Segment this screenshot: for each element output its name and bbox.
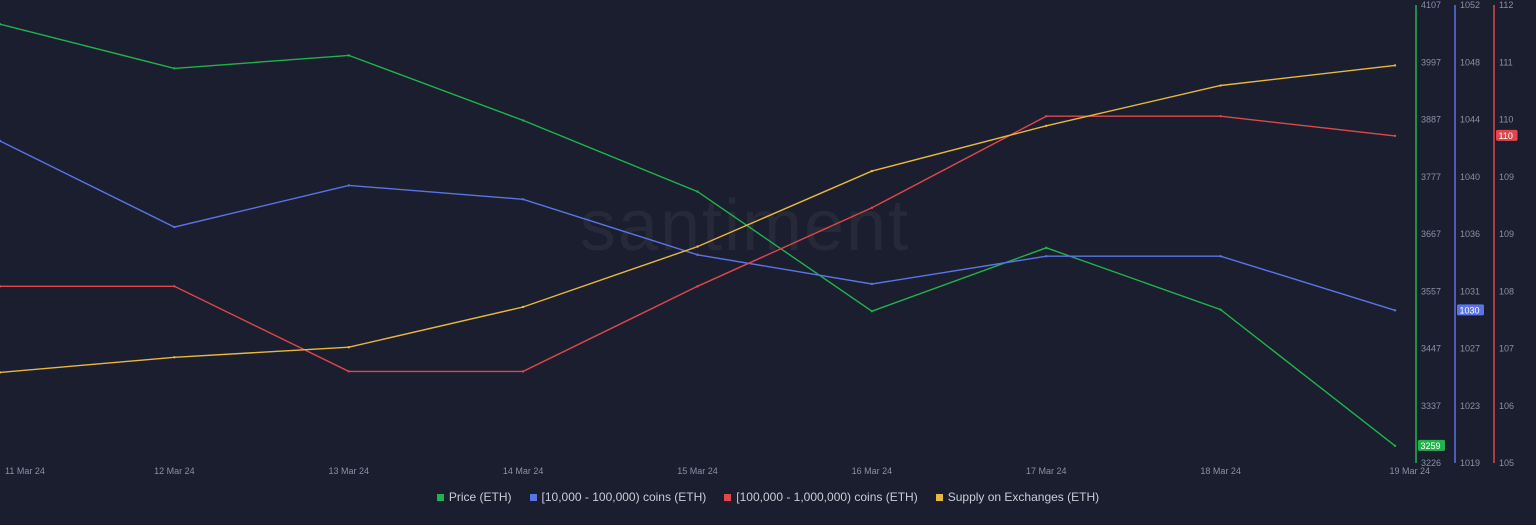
whales_10k-last-value-label: 1030 [1460, 305, 1480, 315]
legend-label: [100,000 - 1,000,000) coins (ETH) [736, 490, 918, 504]
data-point-1-4 [696, 253, 699, 257]
price-last-value-label: 3259 [1421, 441, 1441, 451]
data-point-1-7 [1219, 255, 1222, 258]
legend-label: [10,000 - 100,000) coins (ETH) [541, 490, 707, 504]
legend-item-1[interactable]: [10,000 - 100,000) coins (ETH) [529, 490, 707, 504]
data-point-1-3 [521, 198, 525, 201]
data-point-3-7 [1219, 84, 1222, 87]
data-point-0-5 [870, 309, 874, 313]
whales_10k-last-value-badge [1457, 304, 1484, 316]
data-point-2-4 [696, 285, 699, 288]
data-point-3-1 [173, 356, 176, 359]
price-axis-tick-label: 3777 [1421, 172, 1441, 182]
legend-swatch [436, 493, 444, 501]
x-axis-tick-label: 16 Mar 24 [852, 466, 893, 476]
price-axis-tick-label: 3997 [1421, 57, 1441, 67]
whales_10k-axis-tick-label: 1052 [1460, 0, 1480, 10]
whales_100k-last-value-badge [1496, 129, 1518, 141]
data-point-0-2 [347, 54, 350, 57]
data-point-2-0 [0, 285, 2, 288]
data-point-3-5 [870, 169, 874, 173]
whales_100k-axis-tick-label: 109 [1499, 229, 1514, 239]
legend-swatch [724, 493, 732, 501]
legend-item-3[interactable]: Supply on Exchanges (ETH) [935, 490, 1100, 504]
whales_100k-axis-tick-label: 110 [1499, 115, 1513, 125]
legend-swatch [529, 493, 537, 501]
whales_100k-last-value-label: 110 [1499, 131, 1513, 141]
x-axis-tick-label: 11 Mar 24 [5, 466, 45, 476]
data-point-1-0 [0, 139, 2, 143]
data-point-2-6 [1045, 115, 1048, 118]
data-point-0-4 [696, 190, 699, 193]
price-axis-tick-label: 3337 [1421, 401, 1441, 411]
whales_10k-axis-tick-label: 1044 [1460, 115, 1480, 125]
whales_100k-axis-tick-label: 109 [1499, 172, 1514, 182]
legend-label: Price (ETH) [448, 490, 512, 504]
whales_10k-axis-tick-label: 1036 [1460, 229, 1480, 239]
whales_10k-axis-tick-label: 1040 [1460, 172, 1480, 182]
data-point-0-1 [173, 67, 176, 70]
x-axis-tick-label: 12 Mar 24 [154, 466, 195, 476]
data-point-3-2 [347, 346, 350, 349]
whales_10k-axis-tick-label: 1048 [1460, 57, 1480, 67]
data-point-0-7 [1219, 308, 1222, 311]
whales_10k-axis-tick-label: 1019 [1460, 458, 1480, 468]
whales_100k-axis-tick-label: 106 [1499, 401, 1514, 411]
data-point-0-0 [0, 23, 2, 26]
price-axis-tick-label: 4107 [1421, 0, 1441, 10]
data-point-2-1 [173, 285, 176, 288]
price-axis-tick-label: 3557 [1421, 286, 1441, 296]
data-point-0-3 [521, 119, 525, 122]
data-point-2-8 [1393, 134, 1397, 138]
whales_10k-axis-tick-label: 1027 [1460, 344, 1480, 354]
data-point-1-8 [1393, 309, 1397, 312]
data-point-3-4 [696, 245, 699, 248]
data-point-2-7 [1219, 115, 1222, 118]
whales_100k-axis-tick-label: 112 [1499, 0, 1513, 10]
price-axis-tick-label: 3226 [1421, 458, 1441, 468]
price-axis-tick-label: 3887 [1421, 115, 1441, 125]
whales_100k-axis-tick-label: 105 [1499, 458, 1514, 468]
data-point-1-1 [173, 225, 176, 229]
legend-label: Supply on Exchanges (ETH) [947, 490, 1100, 504]
legend-item-0[interactable]: Price (ETH) [436, 490, 512, 504]
x-axis-tick-label: 17 Mar 24 [1026, 466, 1067, 476]
data-point-1-2 [347, 184, 350, 187]
whales_10k-axis-tick-label: 1031 [1460, 286, 1480, 296]
price-axis-tick-label: 3447 [1421, 344, 1441, 354]
data-point-2-3 [521, 370, 525, 373]
data-point-2-5 [870, 206, 874, 210]
x-axis-tick-label: 19 Mar 24 [1389, 466, 1430, 476]
data-point-0-8 [1393, 444, 1397, 448]
x-axis-tick-label: 18 Mar 24 [1200, 466, 1241, 476]
whales_100k-axis-tick-label: 107 [1499, 344, 1514, 354]
data-point-2-2 [347, 370, 350, 373]
x-axis-tick-label: 14 Mar 24 [503, 466, 544, 476]
legend: Price (ETH) [10,000 - 100,000) coins (ETH… [0, 490, 1536, 504]
price-axis-tick-label: 3667 [1421, 229, 1441, 239]
price-last-value-badge [1418, 439, 1445, 451]
data-point-1-5 [870, 282, 874, 286]
whales_100k-axis-tick-label: 108 [1499, 286, 1514, 296]
whales_10k-axis-tick-label: 1023 [1460, 401, 1480, 411]
data-point-0-6 [1045, 246, 1048, 249]
data-point-3-8 [1393, 64, 1397, 67]
legend-item-2[interactable]: [100,000 - 1,000,000) coins (ETH) [724, 490, 918, 504]
data-point-3-0 [0, 371, 2, 374]
x-axis-tick-label: 15 Mar 24 [677, 466, 718, 476]
data-point-3-6 [1045, 124, 1048, 127]
x-axis-tick-label: 13 Mar 24 [328, 466, 369, 476]
legend-swatch [935, 493, 943, 501]
data-point-1-6 [1045, 255, 1048, 258]
whales_100k-axis-tick-label: 111 [1499, 57, 1513, 67]
data-point-3-3 [521, 305, 525, 309]
